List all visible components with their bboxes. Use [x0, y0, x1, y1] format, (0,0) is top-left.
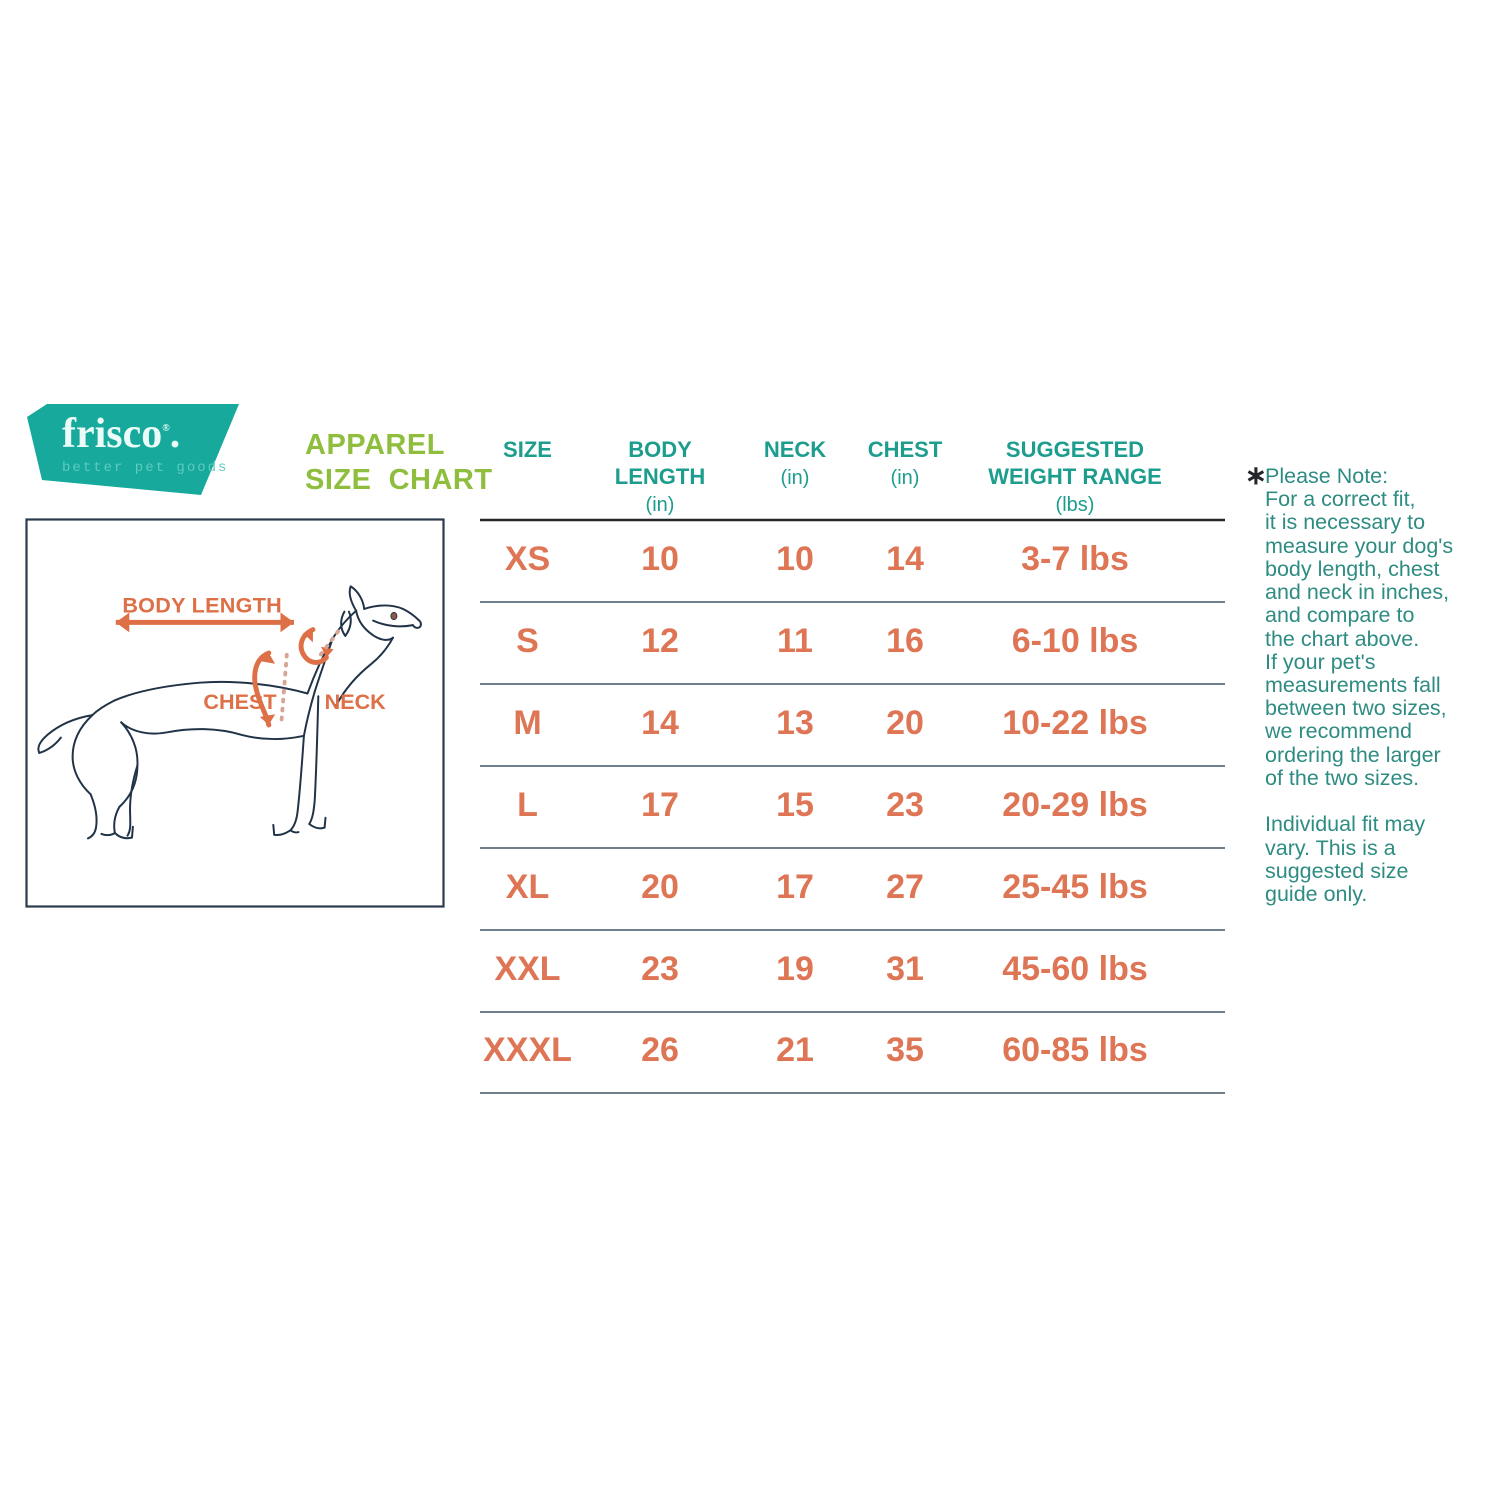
svg-text:NECK: NECK	[325, 689, 387, 714]
svg-text:BODY LENGTH: BODY LENGTH	[122, 593, 282, 618]
svg-text:CHEST: CHEST	[203, 689, 276, 714]
